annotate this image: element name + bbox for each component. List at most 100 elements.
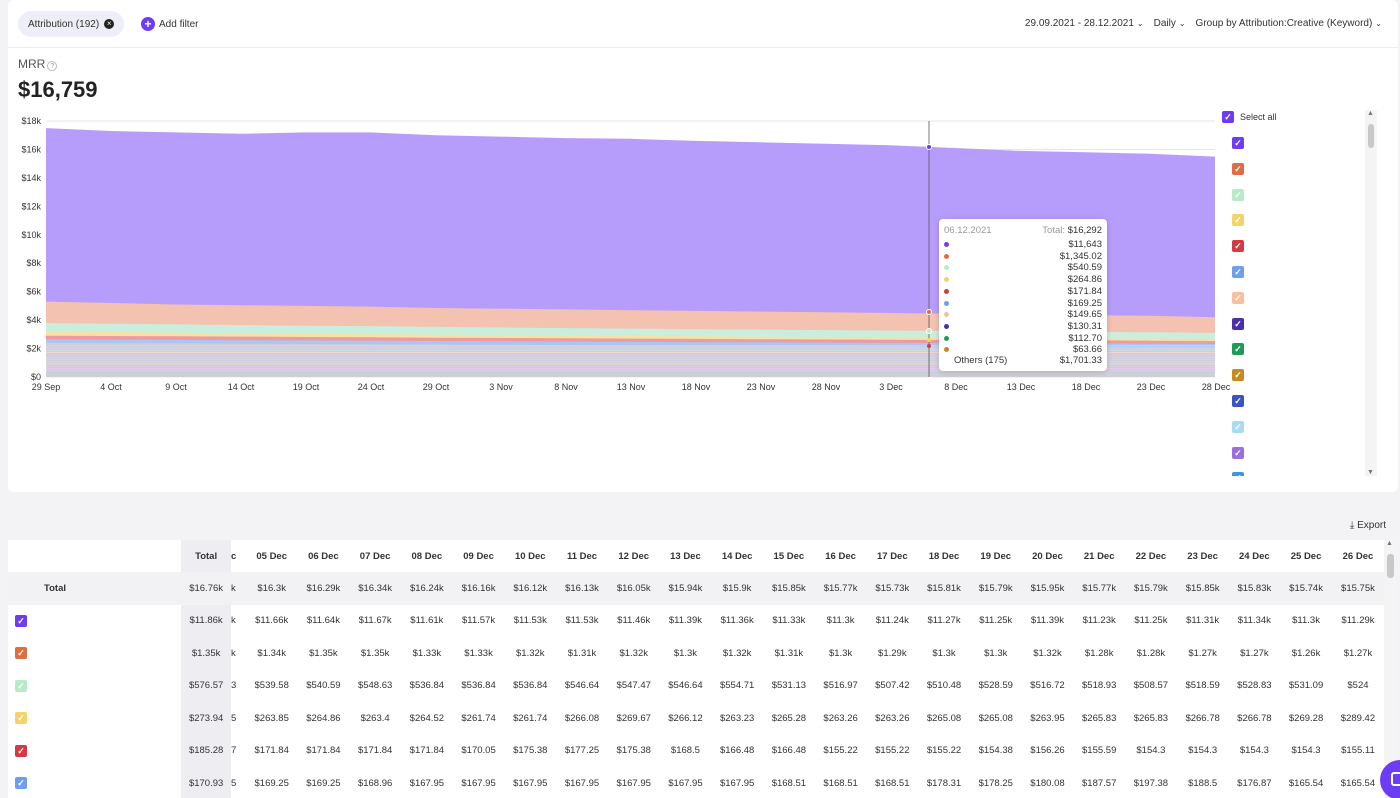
header-date[interactable]: 19 Dec: [980, 550, 1012, 562]
row-label[interactable]: ✓: [8, 670, 181, 703]
table-cell: $168.5: [670, 745, 700, 757]
table-cell: $531.09: [1288, 680, 1324, 692]
checkbox-checked-icon[interactable]: ✓: [15, 777, 27, 790]
header-date[interactable]: 06 Dec: [308, 550, 339, 562]
row-label[interactable]: ✓: [8, 637, 181, 670]
header-date[interactable]: 15 Dec: [773, 550, 805, 562]
checkbox-checked-icon[interactable]: ✓: [15, 744, 27, 757]
table-cell: $11.3k: [826, 615, 855, 627]
metric-name: MRR: [18, 57, 46, 71]
header-date[interactable]: 09 Dec: [463, 550, 494, 562]
data-table-container: Total c 05 Dec 06 Dec 07 Dec 08 Dec 09 Dec 10 D…: [8, 540, 1384, 798]
chevron-down-icon: ⌄: [1136, 19, 1144, 28]
tooltip-total-label: Total:: [1042, 225, 1066, 236]
row-label[interactable]: ✓: [8, 767, 181, 798]
legend-checkbox[interactable]: ✓: [1232, 420, 1244, 433]
legend-checkbox[interactable]: ✓: [1232, 472, 1244, 476]
legend-checkbox[interactable]: ✓: [1232, 291, 1244, 304]
row-label[interactable]: ✓: [8, 702, 181, 735]
legend-checkbox[interactable]: ✓: [1232, 240, 1244, 253]
header-date[interactable]: 07 Dec: [359, 550, 391, 562]
chat-widget-button[interactable]: [1380, 760, 1400, 798]
table-cell: $1.3k: [932, 647, 956, 659]
legend-checkbox[interactable]: ✓: [1232, 266, 1244, 278]
header-date[interactable]: 26 Dec: [1342, 550, 1374, 562]
checkbox-checked-icon: ✓: [1232, 188, 1244, 201]
table-cell: $167.95: [616, 777, 651, 789]
table-cell: $16.76k: [181, 572, 231, 605]
header-date[interactable]: 25 Dec: [1290, 550, 1322, 562]
checkbox-checked-icon[interactable]: ✓: [15, 679, 27, 692]
table-row: Total $16.76k k $16.3k $16.29k $16.34k $16.24k…: [8, 572, 1384, 605]
legend-checkbox[interactable]: ✓: [1232, 214, 1244, 227]
x-tick-label: 13 Dec: [1007, 382, 1036, 392]
legend-checkbox[interactable]: ✓: [1232, 369, 1244, 382]
header-date[interactable]: 13 Dec: [670, 550, 701, 562]
scroll-down-icon[interactable]: ▼: [1367, 469, 1374, 476]
table-row: ✓ $576.57 3 $539.58 $540.59 $548.63 $536.84 $53…: [8, 669, 1384, 703]
legend-checkbox[interactable]: ✓: [1232, 395, 1244, 407]
hover-marker: [927, 344, 931, 348]
table-cell: $265.28: [771, 712, 807, 724]
close-icon[interactable]: ×: [104, 19, 115, 29]
table-cell: $261.74: [513, 712, 548, 724]
checkbox-checked-icon[interactable]: ✓: [15, 614, 27, 627]
scroll-up-icon[interactable]: ▲: [1367, 110, 1374, 117]
header-date[interactable]: 22 Dec: [1135, 550, 1167, 562]
table-cell: $156.26: [1030, 745, 1065, 757]
checkbox-checked-icon: ✓: [1232, 162, 1244, 175]
header-date[interactable]: 17 Dec: [876, 550, 908, 562]
table-cell: $1.3k: [828, 647, 853, 659]
table-cell: $1.28k: [1084, 647, 1114, 659]
table-scrollbar[interactable]: ▲: [1384, 540, 1396, 798]
legend-checkbox[interactable]: ✓: [1232, 162, 1244, 175]
legend-checkbox[interactable]: ✓: [1232, 137, 1244, 149]
scrollbar-thumb[interactable]: [1368, 124, 1374, 148]
group-by-dropdown[interactable]: Group by Attribution:Creative (Keyword) ⌄: [1196, 18, 1382, 29]
table-cell: $507.42: [875, 680, 910, 692]
header-date[interactable]: 05 Dec: [256, 550, 287, 562]
dot-icon: [944, 288, 949, 294]
table-cell: $528.59: [978, 680, 1013, 692]
header-date[interactable]: 11 Dec: [566, 550, 598, 562]
header-date[interactable]: 24 Dec: [1239, 550, 1270, 562]
row-label[interactable]: ✓: [8, 605, 181, 638]
table-cell: k: [230, 572, 246, 605]
checkbox-checked-icon[interactable]: ✓: [15, 647, 27, 660]
data-table: Total c 05 Dec 06 Dec 07 Dec 08 Dec 09 Dec 10 D…: [8, 540, 1384, 798]
scrollbar-thumb[interactable]: [1387, 554, 1394, 578]
row-label[interactable]: ✓: [8, 735, 181, 768]
header-date[interactable]: 21 Dec: [1083, 550, 1115, 562]
granularity-dropdown[interactable]: Daily ⌄: [1154, 18, 1186, 29]
export-button[interactable]: ⤓ Export: [1350, 520, 1386, 531]
add-filter-button[interactable]: + Add filter: [141, 17, 198, 31]
header-date[interactable]: 16 Dec: [825, 550, 856, 562]
table-cell: $273.94: [181, 702, 231, 735]
tooltip-value: $169.25: [1067, 297, 1102, 309]
table-cell: $266.12: [668, 712, 703, 724]
date-range-dropdown[interactable]: 29.09.2021 - 28.12.2021 ⌄: [1025, 18, 1144, 29]
header-date[interactable]: 14 Dec: [721, 550, 753, 562]
scroll-up-icon[interactable]: ▲: [1386, 540, 1393, 547]
table-cell: $263.26: [875, 712, 910, 724]
header-date[interactable]: 12 Dec: [618, 550, 650, 562]
legend-scrollbar[interactable]: ▲ ▼: [1365, 110, 1377, 476]
attribution-filter-chip[interactable]: Attribution (192) ×: [18, 11, 125, 37]
checkbox-checked-icon[interactable]: ✓: [15, 712, 27, 725]
legend-checkbox[interactable]: ✓: [1232, 343, 1244, 356]
header-date[interactable]: c: [230, 550, 237, 562]
legend-checkbox[interactable]: ✓: [1232, 317, 1244, 330]
header-date[interactable]: 10 Dec: [514, 550, 546, 562]
help-icon[interactable]: ?: [47, 61, 58, 71]
header-date[interactable]: 20 Dec: [1032, 550, 1063, 562]
legend-checkbox[interactable]: ✓: [1232, 446, 1244, 459]
header-date[interactable]: 08 Dec: [411, 550, 443, 562]
header-date[interactable]: 18 Dec: [928, 550, 960, 562]
tooltip-value: $112.70: [1068, 332, 1102, 344]
table-cell: $1.35k: [360, 647, 390, 659]
header-date[interactable]: 23 Dec: [1187, 550, 1218, 562]
select-all-checkbox[interactable]: ✓ Select all: [1222, 111, 1277, 123]
tooltip-header: 06.12.2021 Total: $16,292: [944, 225, 1102, 236]
legend-checkbox[interactable]: ✓: [1232, 188, 1244, 201]
header-total[interactable]: Total: [181, 540, 231, 572]
